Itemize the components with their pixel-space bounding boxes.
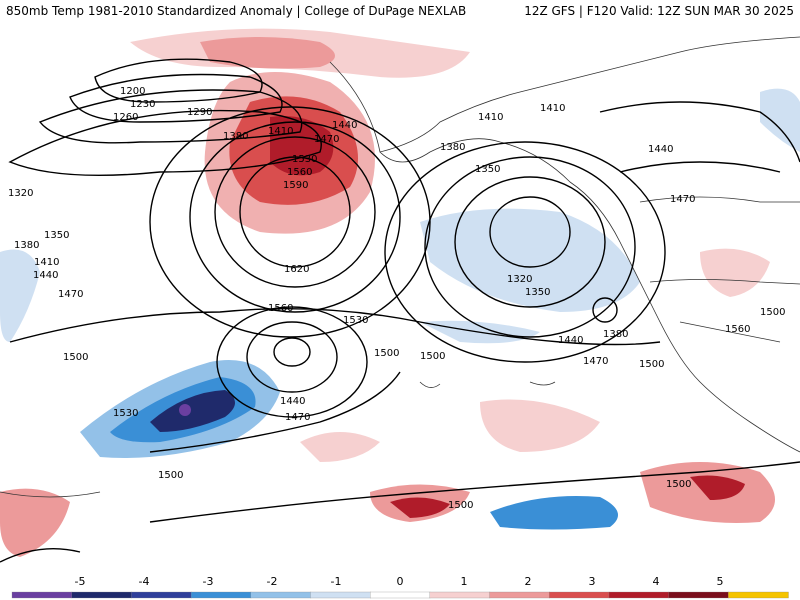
contour-label: 1410 [540,103,565,114]
legend-tick-label: -4 [139,575,150,588]
legend-tick-label: 0 [397,575,404,588]
contour-label: 1350 [475,164,500,175]
height-contours [0,58,800,563]
contour-label: 1380 [14,240,39,251]
contour-label: 1500 [63,352,88,363]
contour-label: 1410 [478,112,503,123]
legend-tick-label: -5 [75,575,86,588]
legend-color-swatch [370,591,431,599]
warm-anomaly-south-b [390,497,450,518]
warm-anomaly-rockies [700,248,770,297]
legend-color-swatch [668,591,729,599]
legend-tick-label: 4 [653,575,660,588]
contour-label: 1440 [332,120,357,131]
contour-label: 1500 [639,359,664,370]
contour-label: 1290 [187,107,212,118]
warm-anomaly-tropics-a [300,432,380,462]
warm-anomaly-tropics-b [480,399,600,452]
contour-label: 1440 [33,270,58,281]
cold-anomaly-northeast [760,88,800,152]
contour-label: 1560 [268,303,293,314]
contour-label: 1440 [280,396,305,407]
contour-label: 1470 [583,356,608,367]
legend-tick-label: 1 [461,575,468,588]
header: 850mb Temp 1981-2010 Standardized Anomal… [0,0,800,22]
contour-label: 1500 [760,307,785,318]
legend-color-bar [11,591,789,599]
color-scale-legend: -5 -4 -3 -2 -1 0 1 2 3 4 5 [11,575,789,599]
legend-color-swatch [728,591,789,599]
legend-color-swatch [489,591,550,599]
contour-label: 1620 [284,264,309,275]
legend-color-swatch [131,591,192,599]
warm-anomaly-bering-core [200,37,335,69]
contour-label: 1320 [8,188,33,199]
legend-tick-label: 3 [589,575,596,588]
contour-labels: 1200 1230 1260 1290 1380 1410 1440 1470 … [8,86,785,511]
legend-tick-label: -2 [267,575,278,588]
contour-label: 1500 [158,470,183,481]
legend-color-swatch [549,591,610,599]
cold-anomaly-south [490,496,618,530]
contour-label: 1260 [113,112,138,123]
legend-color-swatch [71,591,133,599]
contour-label: 1560 [725,324,750,335]
contour-label: 1500 [448,500,473,511]
cold-anomaly-min [179,404,191,416]
contour-label: 1470 [58,289,83,300]
contour-label: 1410 [34,257,59,268]
legend-color-swatch [310,591,371,599]
cold-anomaly-pacific-peak [150,390,235,432]
contour-label: 1530 [292,154,317,165]
legend-tick-label: 5 [717,575,724,588]
weather-map[interactable]: 1200 1230 1260 1290 1380 1410 1440 1470 … [0,22,800,570]
contour-label: 1380 [603,329,628,340]
coastlines [0,36,800,498]
contour-label: 1320 [507,274,532,285]
contour-label: 1200 [120,86,145,97]
legend-tick-label: -3 [203,575,214,588]
legend-color-swatch [11,591,73,599]
warm-anomaly-southeast-core [690,475,745,500]
contour-label: 1470 [285,412,310,423]
contour-label: 1350 [44,230,69,241]
legend-tick-label: 2 [525,575,532,588]
contour-label: 1500 [666,479,691,490]
legend-tick-labels: -5 -4 -3 -2 -1 0 1 2 3 4 5 [75,575,724,588]
contour-label: 1470 [314,134,339,145]
cold-anomaly-west-edge [0,249,40,342]
contour-label: 1380 [440,142,465,153]
contour-label: 1470 [670,194,695,205]
contour-label: 1380 [223,131,248,142]
legend-tick-label: -1 [331,575,342,588]
contour-label: 1440 [648,144,673,155]
map-title: 850mb Temp 1981-2010 Standardized Anomal… [6,4,467,18]
warm-anomaly-southwest [0,488,70,557]
contour-label: 1500 [420,351,445,362]
legend-color-swatch [429,591,491,599]
contour-label: 1500 [374,348,399,359]
anomaly-shading [0,28,800,557]
contour-label: 1530 [113,408,138,419]
contour-label: 1530 [343,315,368,326]
legend-color-swatch [190,591,252,599]
contour-label: 1440 [558,335,583,346]
contour-label: 1410 [268,126,293,137]
contour-label: 1230 [130,99,155,110]
model-valid-time: 12Z GFS | F120 Valid: 12Z SUN MAR 30 202… [524,4,794,18]
contour-label: 1590 [283,180,308,191]
contour-label: 1350 [525,287,550,298]
legend-color-swatch [250,591,312,599]
legend-color-swatch [608,591,670,599]
contour-label: 1560 [287,167,312,178]
